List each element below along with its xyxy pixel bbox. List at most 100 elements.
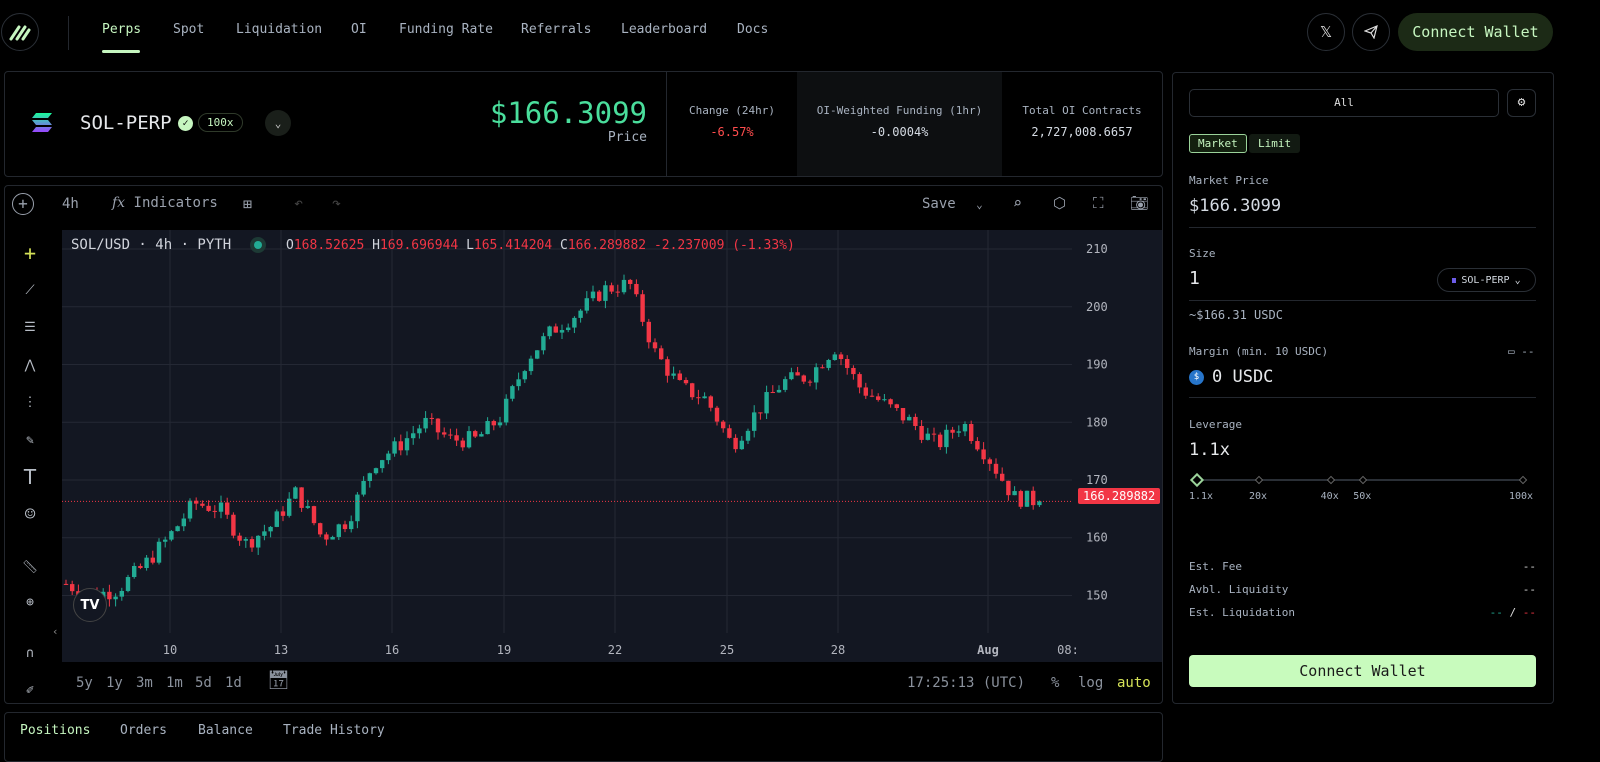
nav-referrals[interactable]: Referrals <box>521 22 592 37</box>
interval-button[interactable]: 4h <box>62 196 79 212</box>
brush-icon[interactable]: ✎ <box>26 432 34 448</box>
app-logo[interactable] <box>1 13 39 51</box>
range-5d[interactable]: 5d <box>195 675 212 691</box>
candle-body <box>578 310 583 318</box>
nav-liquidation[interactable]: Liquidation <box>236 22 323 37</box>
stat-total-oi: Total OI Contracts 2,727,008.6657 <box>1022 104 1142 139</box>
candle-body <box>231 514 236 536</box>
candle-body <box>851 367 856 375</box>
camera-icon[interactable]: 📷︎ <box>1130 194 1150 212</box>
candle-body <box>274 511 279 527</box>
order-settings-button[interactable]: ⚙ <box>1507 89 1536 117</box>
telegram-button[interactable] <box>1352 13 1390 51</box>
candle-body <box>243 539 248 541</box>
candle-body <box>832 354 837 360</box>
nav-docs[interactable]: Docs <box>737 22 769 37</box>
candle-body <box>194 500 199 504</box>
leverage-value: 1.1x <box>1189 440 1230 460</box>
collapse-toolbar-icon[interactable]: ‹ <box>52 625 59 638</box>
auto-toggle[interactable]: auto <box>1117 675 1151 691</box>
pattern-icon[interactable]: ⋀ <box>24 357 36 373</box>
nav-spot[interactable]: Spot <box>173 22 205 37</box>
candle-body <box>293 487 298 499</box>
leverage-label: Leverage <box>1189 418 1242 431</box>
range-1y[interactable]: 1y <box>106 675 123 691</box>
chevron-down-icon: ⌄ <box>976 198 983 211</box>
order-type-limit[interactable]: Limit <box>1249 134 1301 153</box>
tab-balance[interactable]: Balance <box>198 723 253 738</box>
candle-body <box>491 421 496 426</box>
tab-all[interactable]: All <box>1189 89 1499 117</box>
range-3m[interactable]: 3m <box>136 675 153 691</box>
candle-body <box>442 432 447 435</box>
candle-body <box>212 510 217 512</box>
save-button[interactable]: Save ⌄ <box>922 196 983 212</box>
fx-icon: fx <box>112 195 126 211</box>
magnet-icon[interactable]: ∩ <box>26 645 34 661</box>
price-chart[interactable]: 210 200 190 180 170 160 150 10 13 16 19 22 25 28 Aug 08… <box>62 230 1162 662</box>
go-to-date-icon[interactable]: 📅︎ <box>267 670 290 691</box>
candle-body <box>510 386 515 399</box>
candle-body <box>572 317 577 328</box>
redo-icon[interactable]: ↷ <box>332 194 342 212</box>
candle-body <box>287 498 292 516</box>
x-tick-label: 16 <box>385 643 399 657</box>
candle-body <box>144 557 149 568</box>
candle-body <box>169 531 174 540</box>
tradingview-logo[interactable]: TV <box>73 588 107 622</box>
nav-leaderboard[interactable]: Leaderboard <box>621 22 708 37</box>
size-asset-select[interactable]: SOL-PERP ⌄ <box>1437 268 1536 292</box>
candle-body <box>504 398 509 423</box>
layouts-icon[interactable]: ⊞ <box>243 195 253 213</box>
candle-body <box>113 596 118 600</box>
size-input[interactable] <box>1189 268 1389 289</box>
candle-body <box>646 321 651 343</box>
percent-toggle[interactable]: % <box>1051 675 1060 691</box>
candle-body <box>900 407 906 421</box>
candle-body <box>280 511 286 516</box>
add-symbol-button[interactable]: + <box>12 193 34 215</box>
candle-body <box>789 372 794 380</box>
log-toggle[interactable]: log <box>1078 675 1104 691</box>
quick-search-icon[interactable]: ⌕ <box>1013 194 1023 212</box>
crosshair-icon[interactable]: + <box>23 241 37 265</box>
candle-body <box>522 371 527 380</box>
tab-positions[interactable]: Positions <box>20 723 91 738</box>
candle-body <box>349 521 354 530</box>
text-icon[interactable]: T <box>23 465 37 489</box>
candle-body <box>150 557 155 563</box>
indicators-button[interactable]: fx Indicators <box>112 195 218 211</box>
order-type-market[interactable]: Market <box>1189 134 1247 153</box>
range-5y[interactable]: 5y <box>76 675 93 691</box>
nav-perps[interactable]: Perps <box>102 22 142 37</box>
connect-wallet-button[interactable]: Connect Wallet <box>1189 655 1536 687</box>
x-social-button[interactable]: 𝕏 <box>1307 13 1345 51</box>
x-tick-label: Aug <box>977 643 999 657</box>
nav-oi[interactable]: OI <box>351 22 367 37</box>
leverage-mark-label: 50x <box>1353 491 1372 502</box>
divider <box>1189 397 1536 398</box>
candle-body <box>311 506 317 524</box>
candle-body <box>237 535 242 541</box>
range-1m[interactable]: 1m <box>166 675 183 691</box>
zoom-in-icon[interactable]: ⊕ <box>26 594 34 610</box>
trend-line-icon[interactable]: ⟋ <box>25 282 35 298</box>
fib-lines-icon[interactable]: ☰ <box>24 319 36 335</box>
tab-trade-history[interactable]: Trade History <box>283 723 385 738</box>
save-label: Save <box>922 196 956 212</box>
gear-icon: ⚙ <box>1517 95 1526 110</box>
range-1d[interactable]: 1d <box>225 675 242 691</box>
emoji-icon[interactable]: ☺ <box>24 503 36 525</box>
market-dropdown-button[interactable]: ⌄ <box>265 110 291 136</box>
undo-icon[interactable]: ↶ <box>294 194 304 212</box>
candle-body <box>163 539 168 542</box>
fullscreen-icon[interactable]: ⛶ <box>1093 194 1104 212</box>
settings-hex-icon[interactable]: ⬡ <box>1053 194 1067 212</box>
prediction-icon[interactable]: ⋮ <box>23 394 37 410</box>
tab-orders[interactable]: Orders <box>120 723 167 738</box>
connect-wallet-header-button[interactable]: Connect Wallet <box>1398 13 1553 51</box>
nav-funding-rate[interactable]: Funding Rate <box>399 22 493 37</box>
lock-drawings-icon[interactable]: ✐ <box>26 682 34 698</box>
ruler-icon[interactable]: 📏︎ <box>21 559 39 575</box>
candle-body <box>845 359 850 368</box>
